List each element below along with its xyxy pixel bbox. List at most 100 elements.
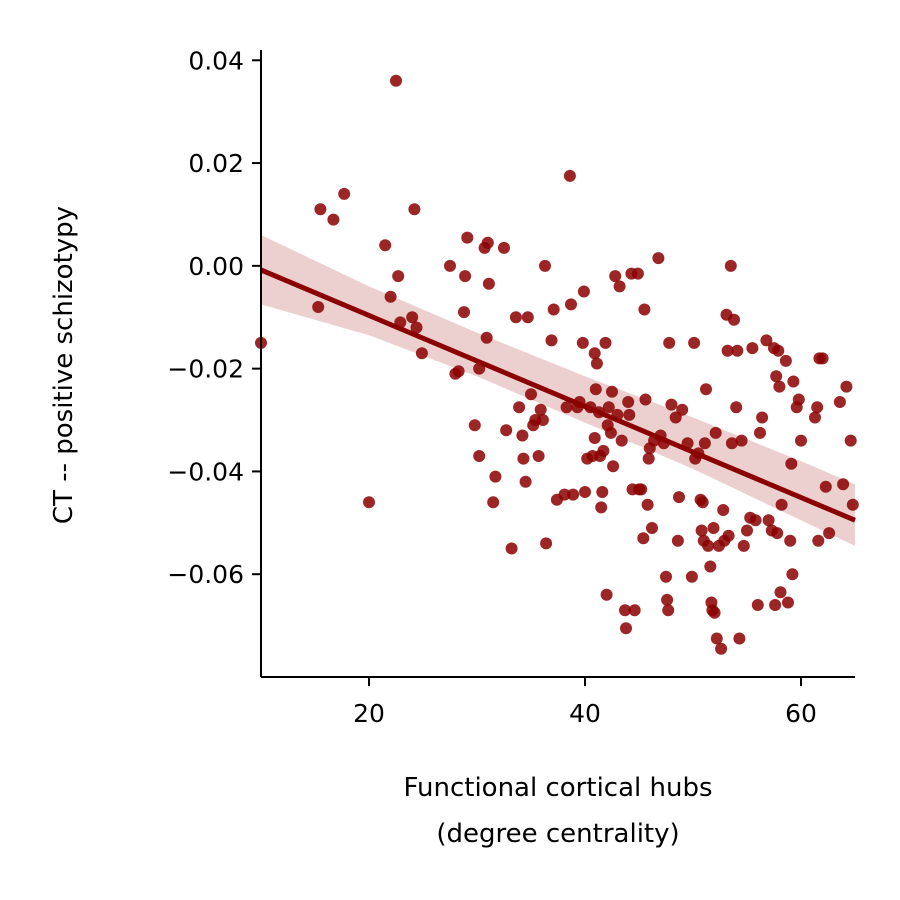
scatter-point — [733, 632, 746, 645]
scatter-point — [695, 524, 708, 537]
scatter-point — [741, 524, 753, 537]
axes-group: 20 40 60 0.04 0.02 0.00 −0.02 −0.04 −0.06 — [167, 46, 855, 728]
scatter-point — [751, 599, 764, 611]
y-axis-title: CT -- positive schizotypy — [49, 206, 79, 524]
scatter-point — [676, 403, 689, 416]
scatter-point — [459, 270, 472, 283]
scatter-point — [833, 396, 846, 408]
scatter-point — [722, 529, 735, 542]
scatter-point — [840, 380, 853, 393]
scatter-point — [702, 539, 715, 552]
scatter-point — [590, 357, 603, 370]
scatter-point — [327, 213, 340, 226]
scatter-point — [565, 298, 577, 311]
scatter-point — [384, 290, 397, 303]
scatter-point — [534, 403, 547, 416]
x-tick-label: 20 — [353, 699, 385, 728]
scatter-point — [444, 259, 456, 272]
scatter-point — [379, 239, 392, 252]
scatter-point — [652, 252, 665, 265]
scatter-point — [589, 383, 602, 396]
scatter-point — [749, 514, 762, 527]
scatter-point — [547, 303, 560, 316]
scatter-point — [779, 354, 792, 367]
scatter-point — [700, 383, 712, 396]
scatter-point — [819, 480, 832, 493]
scatter-point — [786, 568, 799, 581]
scatter-point — [688, 336, 701, 349]
scatter-point — [809, 411, 821, 424]
scatter-point — [811, 401, 824, 414]
scatter-point — [760, 334, 773, 347]
scatter-point — [509, 311, 522, 324]
scatter-point — [410, 321, 423, 334]
scatter-point — [724, 259, 737, 272]
scatter-point — [619, 604, 631, 617]
scatter-point — [622, 396, 635, 408]
scatter-point — [513, 401, 526, 414]
scatter-point — [607, 460, 620, 473]
scatter-point — [599, 336, 612, 349]
scatter-point — [704, 560, 717, 573]
scatter-point — [771, 527, 784, 540]
scatter-point — [539, 259, 551, 272]
scatter-point — [600, 588, 613, 601]
scatter-point — [660, 570, 672, 583]
scatter-point — [638, 303, 651, 316]
scatter-point — [363, 496, 375, 509]
x-tick-label: 40 — [569, 699, 601, 728]
scatter-point — [812, 534, 825, 547]
scatter-point — [468, 419, 481, 432]
scatter-point — [579, 486, 591, 498]
scatter-point — [577, 285, 590, 298]
scatter-point — [519, 475, 532, 488]
scatter-point — [536, 414, 549, 426]
regression-line-group — [260, 267, 856, 523]
scatter-point — [545, 334, 558, 347]
scatter-point — [525, 388, 537, 401]
scatter-point — [489, 470, 502, 483]
scatter-point — [521, 311, 534, 324]
scatter-point — [595, 501, 608, 514]
scatter-point — [609, 270, 622, 283]
scatter-point — [473, 450, 486, 462]
scatter-point — [784, 534, 797, 547]
scatter-point — [642, 452, 655, 465]
x-axis-title-line-2: (degree centrality) — [436, 819, 679, 849]
scatter-point — [774, 586, 787, 599]
scatter-point — [823, 527, 836, 540]
scatter-point — [637, 532, 650, 545]
scatter-point — [615, 434, 628, 447]
scatter-point — [662, 604, 675, 617]
scatter-point — [563, 169, 576, 182]
y-tick-label: −0.06 — [167, 560, 244, 589]
scatter-point — [613, 280, 626, 293]
scatter-point — [775, 498, 788, 511]
scatter-point — [480, 331, 493, 344]
y-tick-label: 0.02 — [188, 149, 244, 178]
scatter-point — [631, 267, 644, 280]
scatter-point — [762, 514, 775, 527]
scatter-point — [338, 187, 351, 200]
scatter-point — [390, 74, 402, 87]
scatter-point — [540, 537, 553, 550]
scatter-point — [795, 434, 807, 447]
scatter-point — [735, 434, 748, 447]
scatter-point — [846, 498, 859, 511]
scatter-point — [725, 437, 738, 450]
scatter-point — [498, 241, 510, 254]
scatter-point — [787, 375, 800, 388]
y-tick-label: 0.00 — [188, 252, 244, 281]
scatter-point — [715, 642, 728, 655]
scatter-point — [792, 393, 805, 406]
scatter-point — [721, 344, 734, 357]
scatter-point — [844, 434, 857, 447]
scatter-point — [532, 450, 545, 462]
scatter-point — [487, 496, 500, 509]
scatter-point — [588, 432, 601, 444]
scatter-point — [458, 306, 470, 319]
scatter-point — [646, 522, 658, 534]
scatter-point — [641, 498, 654, 511]
scatter-point — [746, 342, 759, 355]
